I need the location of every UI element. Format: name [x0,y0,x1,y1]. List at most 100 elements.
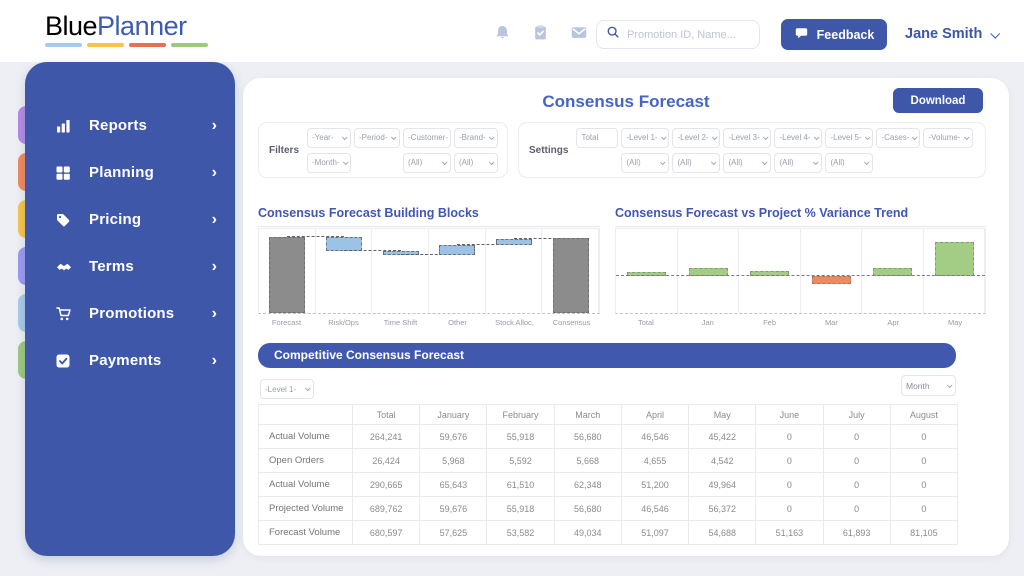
zero-baseline [616,275,985,277]
level-select[interactable]: -Level 1- [260,379,314,399]
cell: 65,643 [419,472,488,497]
sidebar-item-reports[interactable]: Reports › [25,102,235,149]
chevron-down-icon [762,158,768,165]
settings-select-level-4[interactable]: -Level 4- [774,127,823,148]
logo-underline-segment [45,43,82,47]
x-axis-label: Forecast [271,318,302,327]
sidebar-item-label: Planning [89,164,154,181]
filter-select-brand[interactable]: -Brand- [454,127,499,148]
filter-select-all[interactable]: (All) [454,152,499,173]
cell: 0 [889,424,959,449]
chevron-down-icon [342,158,349,165]
settings-select-level-3[interactable]: -Level 3- [723,127,772,148]
search-input[interactable] [627,28,750,41]
cell: 0 [822,472,891,497]
clipboard-icon[interactable] [532,24,549,41]
cart-icon [55,306,77,322]
mail-icon[interactable] [570,24,588,41]
app-logo: BluePlanner [45,11,208,47]
page-title: Consensus Forecast [542,92,710,111]
chat-bubble-icon [794,26,809,43]
select-value: -Level 3- [728,133,760,142]
chevron-down-icon [341,133,348,140]
x-axis-label: Stock Alloc. [495,318,534,327]
sidebar: Reports › Planning › Pricing › Terms › Promotion… [18,62,235,556]
filter-select-period[interactable]: -Period- [354,127,401,148]
table-row: Forecast Volume 680,597 57,625 53,582 49,034… [258,520,959,545]
chevron-down-icon [304,385,311,392]
level-select-value: -Level 1- [265,384,297,394]
waterfall-chart-panel: Consensus Forecast Building Blocks Forec… [258,206,600,327]
cell: 4,655 [620,448,690,473]
chevron-down-icon [660,158,666,165]
settings-select-level-5[interactable]: -Level 5- [825,127,874,148]
select-value: (All) [830,158,845,167]
chevron-right-icon: › [211,351,217,369]
filter-select-year[interactable]: -Year- [307,127,352,148]
waterfall-connector [344,250,401,252]
row-label: Forecast Volume [258,520,353,545]
cell: 5,668 [553,448,622,473]
logo-underline-segment [87,43,124,47]
x-axis-label: Apr [887,318,900,327]
table-row: Open Orders 26,424 5,968 5,592 5,668 4,655 4,5… [258,448,959,473]
sidebar-item-promotions[interactable]: Promotions › [25,290,235,337]
settings-select-all[interactable]: (All) [723,152,772,173]
user-menu[interactable]: Jane Smith [905,24,1001,44]
chevron-down-icon [813,133,820,140]
filter-select-customer[interactable]: -Customer- [403,127,452,148]
settings-select-cases[interactable]: -Cases- [876,127,921,148]
cell: 0 [889,472,959,497]
plot-column [801,229,862,313]
cell: 0 [755,448,824,473]
cell: 57,625 [419,520,488,545]
table-row: Actual Volume 290,665 65,643 61,510 62,348 51… [258,472,959,497]
select-value: -Level 5- [830,133,862,142]
sidebar-item-pricing[interactable]: Pricing › [25,196,235,243]
cell: 62,348 [553,472,622,497]
total-input[interactable]: Total [576,127,619,148]
chevron-down-icon [660,133,667,140]
x-axis-label: Mar [824,318,838,327]
settings-select-all[interactable]: (All) [825,152,874,173]
chevron-right-icon: › [211,257,217,275]
waterfall-plot [258,228,600,314]
settings-select-all[interactable]: (All) [774,152,823,173]
settings-select-level-2[interactable]: -Level 2- [672,127,721,148]
sidebar-item-label: Promotions [89,305,175,322]
settings-select-all[interactable]: (All) [672,152,721,173]
tag-icon [55,212,77,228]
chevron-down-icon [964,133,970,140]
main-content-card: Consensus Forecast Download Filters -Yea… [243,78,1009,556]
row-label-column-header [258,404,353,425]
cell: 5,968 [419,448,488,473]
settings-select-volume[interactable]: -Volume- [923,127,974,148]
waterfall-x-axis-labels: Forecast Risk/Ops Time Shift Other Stock All… [258,318,600,327]
select-value: -Level 2- [677,133,709,142]
sidebar-item-payments[interactable]: Payments › [25,337,235,384]
filter-select-month[interactable]: -Month- [307,152,352,173]
cell: 0 [889,496,959,521]
sidebar-item-terms[interactable]: Terms › [25,243,235,290]
select-value: (All) [459,158,474,167]
user-name: Jane Smith [905,26,983,42]
plot-column [739,229,801,313]
global-search[interactable] [596,20,760,49]
select-value: (All) [779,158,794,167]
variance-bar-may [934,241,974,277]
sidebar-item-planning[interactable]: Planning › [25,149,235,196]
bell-icon[interactable] [494,24,511,41]
cell: 56,372 [688,496,757,521]
download-button[interactable]: Download [893,88,983,113]
filter-select-all[interactable]: (All) [403,152,452,173]
table-header: Total January February March April May June Jul… [258,404,959,425]
cell: 53,582 [486,520,555,545]
settings-select-all[interactable]: (All) [621,152,670,173]
variance-x-axis-labels: Total Jan Feb Mar Apr May [615,318,986,327]
settings-select-level-1[interactable]: -Level 1- [621,127,670,148]
period-select[interactable]: Month [901,375,956,396]
handshake-icon [55,259,77,275]
feedback-button[interactable]: Feedback [781,19,887,50]
cell: 45,422 [688,424,757,449]
sidebar-nav: Reports › Planning › Pricing › Terms › Promotion… [25,62,235,556]
